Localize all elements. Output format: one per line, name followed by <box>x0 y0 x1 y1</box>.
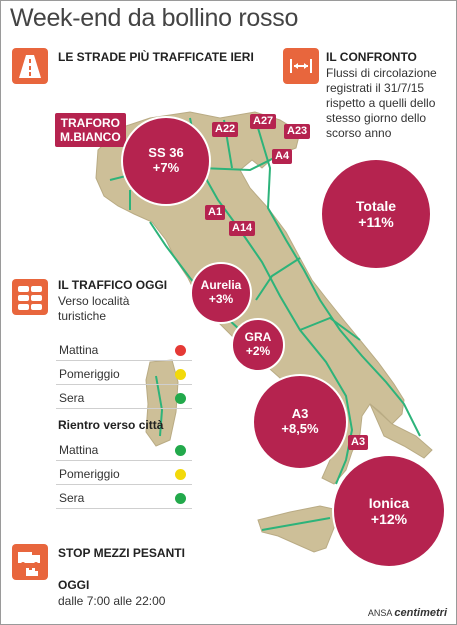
credit-source: ANSA <box>367 608 392 618</box>
status-dot-green <box>175 393 186 404</box>
status-dot-green <box>175 493 186 504</box>
road-label-a27: A27 <box>250 114 277 129</box>
verso-row-label: Mattina <box>59 343 99 357</box>
traffic-jam-icon <box>12 279 48 315</box>
strade-heading: LE STRADE PIÙ TRAFFICATE IERI <box>58 50 254 64</box>
road-label-a14: A14 <box>229 221 256 236</box>
stop-heading: STOP MEZZI PESANTI <box>58 546 185 560</box>
confronto-text: Flussi di circolazione registrati il 31/… <box>326 66 437 140</box>
rientro-row-sera: Sera <box>56 488 192 509</box>
traforo-label: TRAFORO M.BIANCO <box>55 113 126 147</box>
bubble-aurelia: Aurelia +3% <box>190 262 252 324</box>
credit-brand: centimetri <box>394 607 447 619</box>
status-dot-yellow <box>175 369 186 380</box>
road-label-a22: A22 <box>212 122 239 137</box>
stop-orario: dalle 7:00 alle 22:00 <box>58 594 166 608</box>
status-dot-green <box>175 445 186 456</box>
rientro-row-label: Sera <box>59 491 85 505</box>
bubble-aurelia-label: Aurelia <box>200 278 242 293</box>
bubble-ss36-label: SS 36 <box>148 145 184 161</box>
bubble-a3-label: A3 <box>291 406 309 422</box>
traffico-subtitle: Verso località turistiche <box>58 294 130 323</box>
bubble-aurelia-value: +3% <box>208 292 234 306</box>
road-label-a4: A4 <box>272 149 293 164</box>
credit: ANSA centimetri <box>368 607 447 619</box>
road-label-a3: A3 <box>348 435 369 450</box>
stop-oggi: OGGI <box>58 578 90 592</box>
verso-row-label: Pomeriggio <box>59 367 120 381</box>
bubble-totale: Totale +11% <box>320 158 432 270</box>
verso-row-label: Sera <box>59 391 85 405</box>
rientro-row-pomeriggio: Pomeriggio <box>56 464 192 485</box>
bubble-a3: A3 +8,5% <box>252 374 348 470</box>
traffico-heading: IL TRAFFICO OGGI <box>58 278 168 292</box>
rientro-row-mattina: Mattina <box>56 440 192 461</box>
bubble-gra-label: GRA <box>244 330 272 345</box>
compare-arrows-icon <box>283 48 319 84</box>
highway-icon <box>12 48 48 84</box>
bubble-totale-label: Totale <box>355 197 397 214</box>
rientro-row-label: Mattina <box>59 443 99 457</box>
bubble-gra: GRA +2% <box>231 318 285 372</box>
road-label-a23: A23 <box>284 124 311 139</box>
bubble-ss36: SS 36 +7% <box>121 116 211 206</box>
truck-stop-icon <box>12 544 48 580</box>
road-label-a1: A1 <box>205 205 226 220</box>
bubble-ionica-value: +12% <box>370 511 408 527</box>
rientro-row-label: Pomeriggio <box>59 467 120 481</box>
verso-row-sera: Sera <box>56 388 192 409</box>
bubble-ionica: Ionica +12% <box>332 454 446 568</box>
verso-row-pomeriggio: Pomeriggio <box>56 364 192 385</box>
bubble-a3-value: +8,5% <box>281 421 319 436</box>
bubble-ionica-label: Ionica <box>368 494 410 511</box>
verso-row-mattina: Mattina <box>56 340 192 361</box>
bubble-ss36-value: +7% <box>152 160 180 175</box>
status-dot-red <box>175 345 186 356</box>
bubble-totale-value: +11% <box>358 214 394 230</box>
page-title: Week-end da bollino rosso <box>10 4 299 32</box>
confronto-heading: IL CONFRONTO <box>326 50 417 64</box>
bubble-gra-value: +2% <box>245 344 271 358</box>
rientro-heading: Rientro verso città <box>58 418 164 432</box>
status-dot-yellow <box>175 469 186 480</box>
